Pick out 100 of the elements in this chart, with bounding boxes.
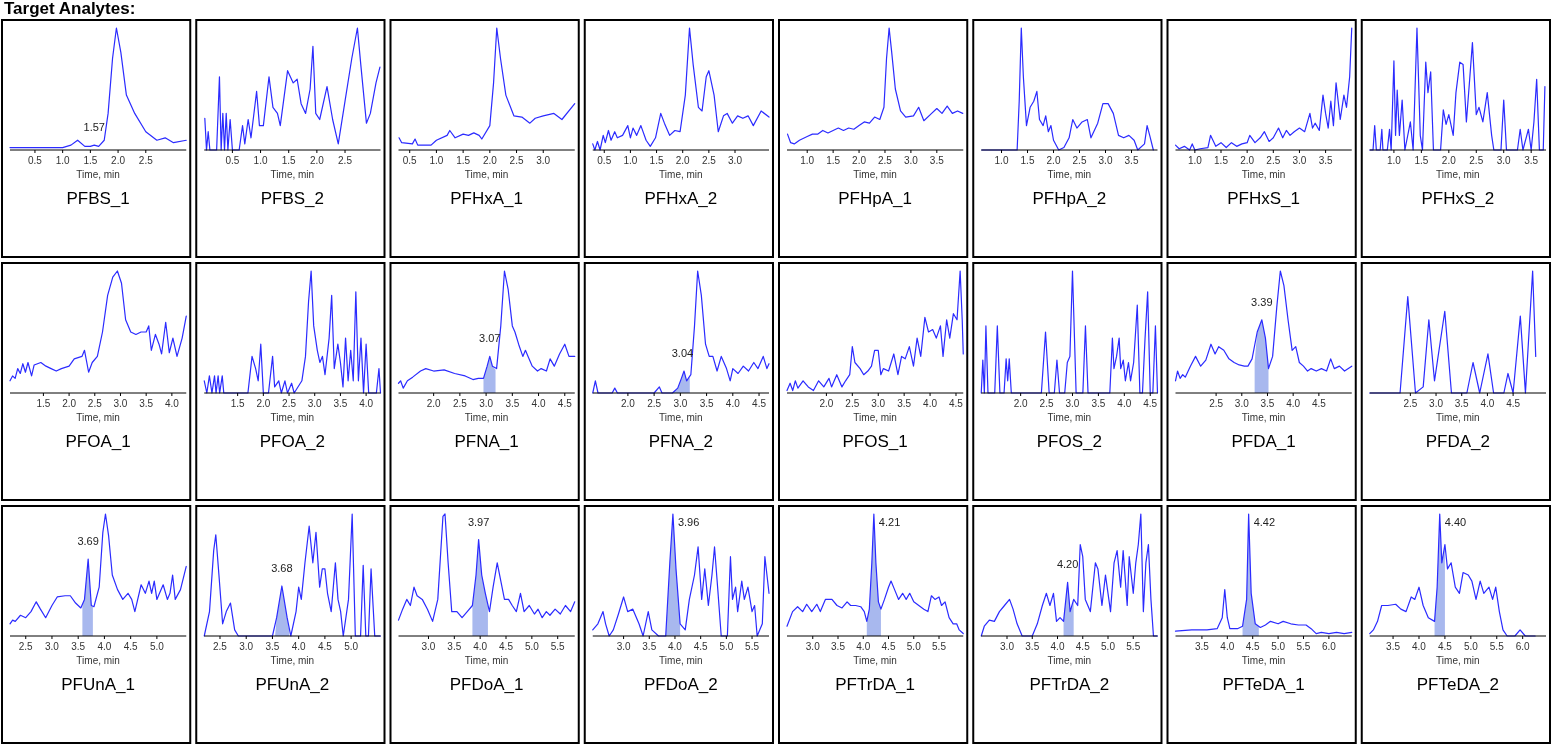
x-tick-label: 2.5: [138, 155, 154, 166]
x-tick-label: 2.5: [282, 398, 297, 409]
x-tick-label: 2.0: [852, 155, 867, 166]
x-tick-label: 1.5: [826, 155, 841, 166]
x-tick-label: 3.5: [1124, 155, 1139, 166]
x-tick-label: 3.0: [805, 641, 821, 652]
x-tick-label: 3.0: [1429, 398, 1444, 409]
annotation: 3.39: [1251, 295, 1273, 308]
x-tick-label: 0.5: [597, 155, 612, 166]
x-tick-label: 2.0: [1240, 155, 1255, 166]
text: PFUnA_1: [61, 675, 135, 694]
text: PFHxS_1: [1227, 189, 1300, 208]
x-tick-label: 4.5: [881, 641, 896, 652]
x-axis-title: Time, min: [1436, 169, 1480, 180]
x-axis-title: Time, min: [1241, 412, 1286, 423]
x-tick-label: 5.0: [344, 641, 359, 652]
x-tick-label: 3.0: [1292, 155, 1307, 166]
x-tick-label: 4.0: [1050, 641, 1065, 652]
x-tick-label: 2.5: [338, 155, 353, 166]
text: PFHpA_2: [1032, 189, 1107, 208]
x-tick-label: 4.0: [923, 398, 938, 409]
x-tick-label: 3.0: [1000, 641, 1015, 652]
x-tick-label: 4.0: [531, 398, 546, 409]
x-tick-label: 2.5: [845, 398, 860, 409]
annotation: 4.20: [1056, 558, 1079, 571]
text: PFOS_1: [842, 432, 908, 451]
x-tick-label: 5.0: [524, 641, 540, 652]
x-tick-label: 5.5: [932, 641, 947, 652]
x-tick-label: 5.5: [745, 641, 760, 652]
x-tick-label: 3.0: [1496, 155, 1512, 166]
x-tick-label: 3.0: [536, 155, 551, 166]
annotation: 4.40: [1444, 516, 1467, 528]
x-tick-label: 3.0: [479, 398, 494, 409]
x-tick-label: 5.5: [550, 641, 566, 652]
x-tick-label: 3.0: [1098, 155, 1113, 166]
x-tick-label: 2.5: [1072, 155, 1087, 166]
x-tick-label: 4.5: [123, 641, 139, 652]
x-axis-title: Time, min: [659, 169, 703, 180]
x-tick-label: 2.5: [452, 398, 468, 409]
x-axis-title: Time, min: [270, 169, 315, 180]
x-tick-label: 3.5: [1386, 641, 1401, 652]
x-tick-label: 4.5: [752, 398, 767, 409]
x-axis-title: Time, min: [1047, 412, 1092, 423]
x-tick-label: 4.0: [668, 641, 683, 652]
annotation: 3.68: [271, 561, 293, 574]
x-tick-label: 2.5: [701, 155, 717, 166]
x-tick-label: 3.5: [1454, 398, 1470, 409]
x-tick-label: 1.0: [1386, 155, 1402, 166]
x-axis-title: Time, min: [853, 412, 897, 423]
x-tick-label: 3.0: [421, 641, 436, 652]
x-tick-label: 4.0: [856, 641, 871, 652]
annotation: 1.57: [83, 121, 105, 134]
x-tick-label: 3.0: [728, 155, 743, 166]
x-tick-label: 2.5: [87, 398, 103, 409]
x-axis-title: Time, min: [76, 169, 120, 180]
x-tick-label: 5.0: [906, 641, 922, 652]
x-tick-label: 3.5: [1260, 398, 1275, 409]
text: PFOA_1: [65, 432, 131, 451]
x-tick-label: 4.0: [1480, 398, 1495, 409]
x-tick-label: 3.5: [1318, 155, 1333, 166]
x-tick-label: 1.0: [253, 155, 268, 166]
annotation: 3.96: [677, 516, 700, 528]
x-tick-label: 4.0: [1117, 398, 1132, 409]
x-tick-label: 4.5: [317, 641, 333, 652]
x-tick-label: 4.5: [1437, 641, 1453, 652]
text: PFDA_2: [1425, 432, 1490, 451]
x-tick-label: 1.5: [83, 155, 98, 166]
text: PFDoA_1: [449, 675, 524, 694]
x-tick-label: 2.0: [1013, 398, 1029, 409]
x-tick-label: 4.0: [1412, 641, 1427, 652]
x-tick-label: 5.5: [1489, 641, 1505, 652]
text: PFOS_2: [1036, 432, 1102, 451]
x-axis-title: Time, min: [464, 169, 509, 180]
x-tick-label: 1.0: [1187, 155, 1203, 166]
x-tick-label: 4.5: [1075, 641, 1091, 652]
text: PFHxA_2: [644, 189, 718, 208]
x-axis-title: Time, min: [1436, 412, 1480, 423]
x-tick-label: 3.5: [1194, 641, 1210, 652]
x-tick-label: 0.5: [225, 155, 240, 166]
x-tick-label: 2.0: [1441, 155, 1457, 166]
x-tick-label: 1.0: [800, 155, 815, 166]
x-tick-label: 2.5: [1403, 398, 1418, 409]
x-tick-label: 3.0: [673, 398, 688, 409]
x-tick-label: 5.5: [1296, 641, 1311, 652]
x-tick-label: 1.5: [1414, 155, 1429, 166]
x-tick-label: 3.0: [871, 398, 886, 409]
x-tick-label: 3.5: [929, 155, 945, 166]
x-axis-title: Time, min: [270, 655, 315, 666]
x-tick-label: 2.5: [647, 398, 662, 409]
x-tick-label: 1.5: [230, 398, 246, 409]
x-tick-label: 3.0: [1234, 398, 1250, 409]
x-tick-label: 1.5: [456, 155, 471, 166]
text: Target Analytes:: [4, 0, 136, 18]
x-axis-title: Time, min: [1241, 169, 1286, 180]
x-tick-label: 2.5: [1209, 398, 1224, 409]
x-tick-label: 2.0: [309, 155, 325, 166]
x-tick-label: 2.0: [426, 398, 442, 409]
x-tick-label: 2.0: [256, 398, 271, 409]
x-axis-title: Time, min: [853, 655, 897, 666]
x-tick-label: 5.0: [1271, 641, 1286, 652]
